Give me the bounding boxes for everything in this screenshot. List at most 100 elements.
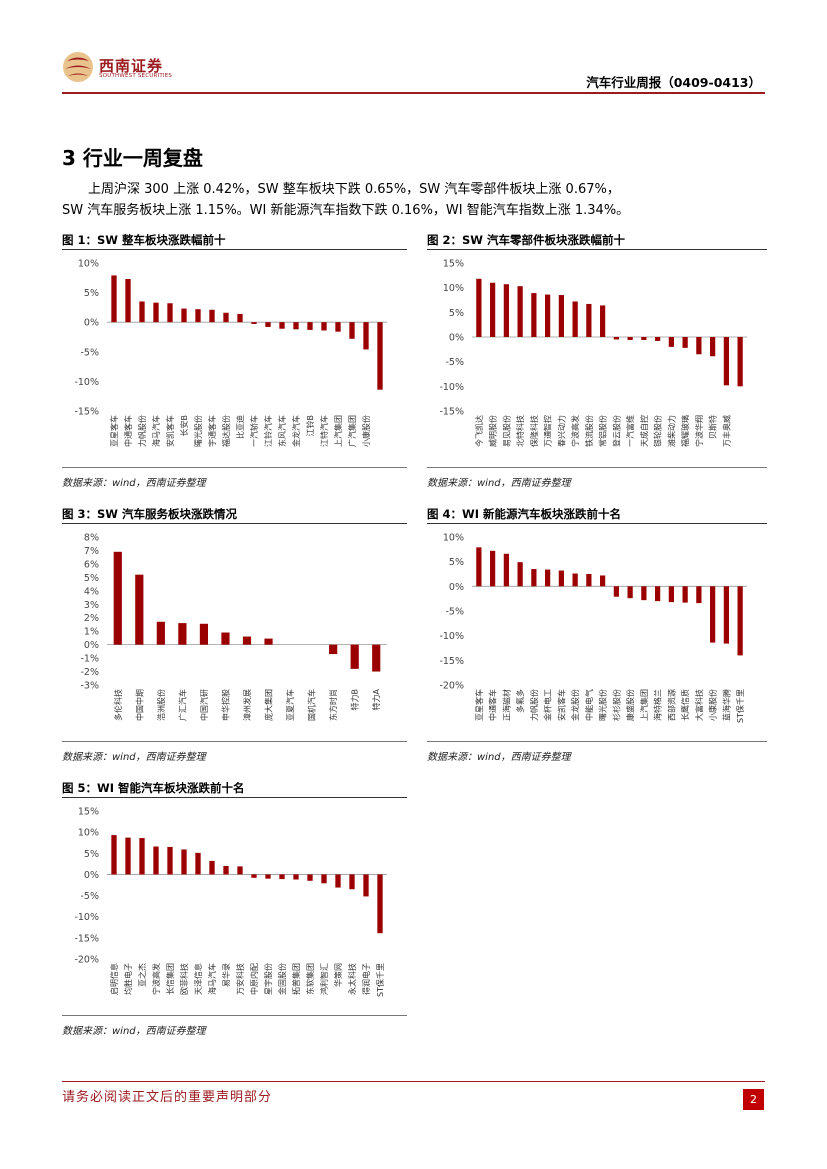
figure-4-chart: 10% 5% 0% -5% -10% -15% -20% 亚星客车 中通客车 正海磁材 多氟多 力帆股… <box>439 533 747 723</box>
category-label: 广汽集团 <box>347 415 357 447</box>
bar-14 <box>293 874 299 880</box>
bar-17 <box>696 337 702 355</box>
bar-18 <box>349 874 355 890</box>
category-label: 小康股份 <box>361 415 371 447</box>
bar-4 <box>517 286 523 337</box>
bar-8 <box>264 638 273 645</box>
bar-8 <box>209 309 215 323</box>
category-label: 宁波华翔 <box>694 415 704 447</box>
figure-1-top-rule <box>62 249 407 250</box>
bar-3 <box>503 284 509 337</box>
figure-2-chart: 15% 10% 5% 0% -5% -10% -15% 今飞凯达 威明股份 易见股份 北特科技 保隆科… <box>439 259 747 447</box>
bar-14 <box>293 322 299 330</box>
bar-18 <box>710 586 716 643</box>
category-label: 中国中期 <box>134 689 144 721</box>
figure-2-source: 数据来源：wind，西南证券整理 <box>427 478 571 489</box>
bar-3 <box>156 621 165 645</box>
category-label: 亚夏汽车 <box>285 689 295 721</box>
bar-7 <box>242 636 252 645</box>
bar-5 <box>167 303 173 323</box>
category-label: 金固股份 <box>277 963 287 995</box>
category-label: 金龙汽车 <box>291 415 301 447</box>
figure-5-bottom-rule <box>62 1015 407 1016</box>
bar-19 <box>723 586 729 644</box>
category-label: 安凯客车 <box>165 415 175 447</box>
category-label: 福耀玻璃 <box>680 415 690 447</box>
y-tick-label: -10% <box>74 377 99 388</box>
bar-14 <box>655 586 661 602</box>
bar-11 <box>613 337 619 340</box>
category-label: 保隆科技 <box>529 415 539 447</box>
category-label: 万丰奥威 <box>721 415 731 447</box>
category-label: 中通客车 <box>123 415 133 447</box>
category-label: 欧菲科技 <box>179 963 189 995</box>
bar-17 <box>335 874 341 888</box>
summary-paragraph: 上周沪深 300 上涨 0.42%，SW 整车板块下跌 0.65%，SW 汽车零… <box>62 179 772 221</box>
figure-5-top-rule <box>62 797 407 798</box>
category-label: 天泽信息 <box>193 963 203 995</box>
bar-7 <box>558 570 564 587</box>
footer-divider <box>62 1081 765 1082</box>
bar-16 <box>682 586 688 603</box>
bar-1 <box>476 278 482 337</box>
bar-13 <box>279 322 285 329</box>
category-label: 东风汽车 <box>277 415 287 447</box>
category-label: 常铝股份 <box>598 415 608 447</box>
category-label: 中国汽研 <box>199 689 209 721</box>
bar-11 <box>329 644 338 655</box>
bar-20 <box>377 322 383 390</box>
bar-18 <box>349 322 355 339</box>
category-label: 庞大集团 <box>264 689 274 721</box>
y-tick-label: -15% <box>74 933 99 944</box>
bar-1 <box>111 275 117 323</box>
category-label: 一汽轿车 <box>249 415 259 447</box>
bar-6 <box>181 849 187 875</box>
bar-10 <box>237 866 243 875</box>
y-tick-label: -10% <box>74 912 99 923</box>
bar-4 <box>153 846 159 875</box>
category-label: 西部资源 <box>666 689 676 721</box>
figure-5-title: 图 5：WI 智能汽车板块涨跌前十名 <box>62 781 245 795</box>
y-tick-label: -10% <box>439 382 464 393</box>
category-label: 启明信息 <box>109 963 119 995</box>
y-tick-label: 0% <box>449 582 464 593</box>
category-label: 亚星客车 <box>474 689 484 721</box>
bar-15 <box>668 337 674 347</box>
category-label: ST保千里 <box>375 963 385 997</box>
bar-8 <box>572 573 578 587</box>
figure-1-chart: 10% 5% 0% -5% -10% -15% 亚星客车 中通客车 力帆股份 海马汽车 安凯客车 长安… <box>74 259 387 447</box>
y-tick-label: -5% <box>446 607 465 618</box>
category-label: 亚之杰 <box>137 963 147 987</box>
category-label: 宇通客车 <box>207 415 217 447</box>
category-label: 登云股份 <box>611 415 621 447</box>
category-label: 均胜电子 <box>123 963 133 995</box>
category-label: 江铃B <box>305 415 315 437</box>
category-label: 亚星客车 <box>109 415 119 447</box>
y-tick-label: 4% <box>84 586 99 597</box>
y-tick-label: 15% <box>78 807 99 818</box>
category-label: 广汇汽车 <box>177 689 187 721</box>
bar-2 <box>125 837 131 875</box>
figure-2-top-rule <box>427 249 767 250</box>
category-label: 长信集团 <box>165 963 175 995</box>
category-label: 多伦科技 <box>113 689 123 721</box>
figure-3-title: 图 3：SW 汽车服务板块涨跌情况 <box>62 507 237 521</box>
bar-6 <box>545 569 551 587</box>
category-label: 东方时尚 <box>328 689 338 721</box>
category-label: 中能电气 <box>584 689 594 721</box>
bar-8 <box>572 301 578 337</box>
bar-17 <box>335 322 341 332</box>
y-tick-label: -5% <box>81 891 100 902</box>
y-tick-label: 7% <box>84 546 99 557</box>
category-label: 海马汽车 <box>207 963 217 995</box>
bar-1 <box>113 551 122 645</box>
y-tick-label: -15% <box>74 407 99 418</box>
category-label: 永太科技 <box>347 963 357 995</box>
bar-18 <box>710 337 716 357</box>
category-label: 曙光股份 <box>598 689 608 721</box>
figure-1-source: 数据来源：wind，西南证券整理 <box>62 478 206 489</box>
category-label: 一汽富维 <box>625 415 635 447</box>
bar-17 <box>696 586 702 604</box>
bar-3 <box>139 301 145 323</box>
bar-4 <box>153 302 159 323</box>
